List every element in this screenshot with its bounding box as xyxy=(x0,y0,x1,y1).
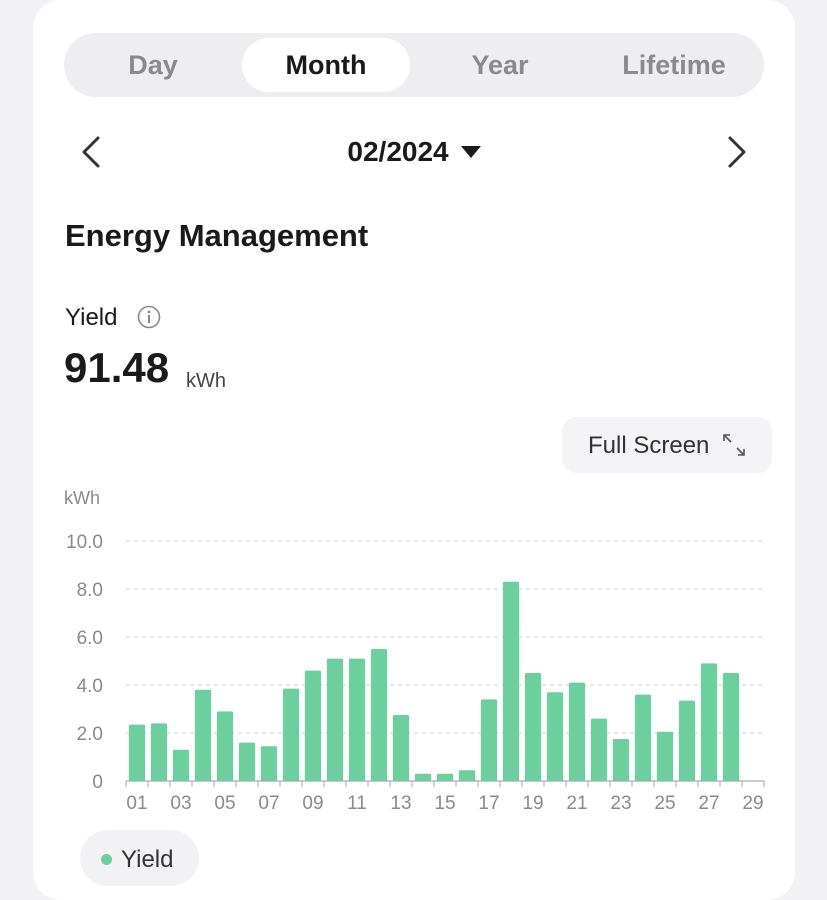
chevron-left-icon[interactable] xyxy=(74,134,110,170)
bar-22 xyxy=(590,718,608,781)
period-segmented-control: Day Month Year Lifetime xyxy=(64,33,764,97)
x-tick-label: 17 xyxy=(478,793,499,814)
bar-17 xyxy=(480,699,498,781)
bar-05 xyxy=(216,711,234,781)
bar-27 xyxy=(700,663,718,781)
y-axis-label: kWh xyxy=(64,488,100,508)
y-tick-label: 10.0 xyxy=(66,532,103,553)
tab-lifetime[interactable]: Lifetime xyxy=(622,50,726,80)
bar-08 xyxy=(282,688,300,781)
bar-25 xyxy=(656,731,674,781)
x-tick-label: 09 xyxy=(302,793,323,814)
y-tick-label: 6.0 xyxy=(77,628,103,649)
bar-07 xyxy=(260,746,278,781)
yield-unit: kWh xyxy=(186,370,226,392)
x-tick-label: 21 xyxy=(566,793,587,814)
bar-15 xyxy=(436,773,454,781)
info-icon[interactable] xyxy=(137,305,161,329)
bar-19 xyxy=(524,673,542,781)
yield-bar-chart: kWh 0 2.0 4.0 6.0 8.0 10.0 01 03 05 07 09 11 13 15 17 19… xyxy=(64,488,765,814)
y-tick-label: 4.0 xyxy=(77,676,103,697)
bar-21 xyxy=(568,682,586,781)
x-tick-label: 07 xyxy=(258,793,279,814)
expand-icon xyxy=(722,433,746,457)
date-label: 02/2024 xyxy=(347,136,449,167)
tab-day[interactable]: Day xyxy=(128,50,178,80)
energy-card: Day Month Year Lifetime 02/2024 Energy M… xyxy=(33,0,795,900)
bar-13 xyxy=(392,715,410,781)
x-tick-label: 25 xyxy=(654,793,675,814)
full-screen-button[interactable]: Full Screen xyxy=(562,417,772,473)
full-screen-label: Full Screen xyxy=(588,432,710,459)
x-tick-label: 27 xyxy=(698,793,719,814)
bar-09 xyxy=(304,670,322,781)
section-title: Energy Management xyxy=(65,218,369,253)
bar-03 xyxy=(172,749,190,781)
bar-18 xyxy=(502,581,520,781)
yield-value: 91.48 xyxy=(64,344,170,391)
legend-dot xyxy=(101,854,112,865)
bar-10 xyxy=(326,658,344,781)
date-picker[interactable]: 02/2024 xyxy=(64,136,764,168)
caret-down-icon xyxy=(460,145,481,158)
x-tick-label: 23 xyxy=(610,793,631,814)
y-tick-label: 8.0 xyxy=(77,580,103,601)
x-tick-label: 29 xyxy=(742,793,763,814)
x-tick-label: 15 xyxy=(434,793,455,814)
legend-label: Yield xyxy=(121,846,174,873)
bar-02 xyxy=(150,723,168,781)
bar-24 xyxy=(634,694,652,781)
bar-26 xyxy=(678,700,696,781)
bar-01 xyxy=(128,724,146,781)
bar-06 xyxy=(238,742,256,781)
bar-11 xyxy=(348,658,366,781)
bar-20 xyxy=(546,692,564,781)
bar-23 xyxy=(612,739,630,781)
y-tick-label: 0 xyxy=(92,772,103,793)
tab-year[interactable]: Year xyxy=(471,50,529,80)
date-navigator: 02/2024 xyxy=(64,120,764,184)
x-tick-label: 05 xyxy=(214,793,235,814)
legend-item-yield[interactable]: Yield xyxy=(80,830,199,886)
x-tick-label: 13 xyxy=(390,793,411,814)
y-tick-label: 2.0 xyxy=(77,724,103,745)
bar-12 xyxy=(370,649,388,781)
chevron-right-icon[interactable] xyxy=(718,134,754,170)
tab-month[interactable]: Month xyxy=(242,38,410,92)
x-tick-label: 03 xyxy=(170,793,191,814)
x-tick-label: 11 xyxy=(347,793,367,814)
bar-28 xyxy=(722,673,740,781)
bar-16 xyxy=(458,770,476,781)
bar-14 xyxy=(414,773,432,781)
x-tick-label: 01 xyxy=(126,793,147,814)
yield-label: Yield xyxy=(65,304,118,331)
bar-04 xyxy=(194,689,212,781)
x-tick-label: 19 xyxy=(522,793,543,814)
